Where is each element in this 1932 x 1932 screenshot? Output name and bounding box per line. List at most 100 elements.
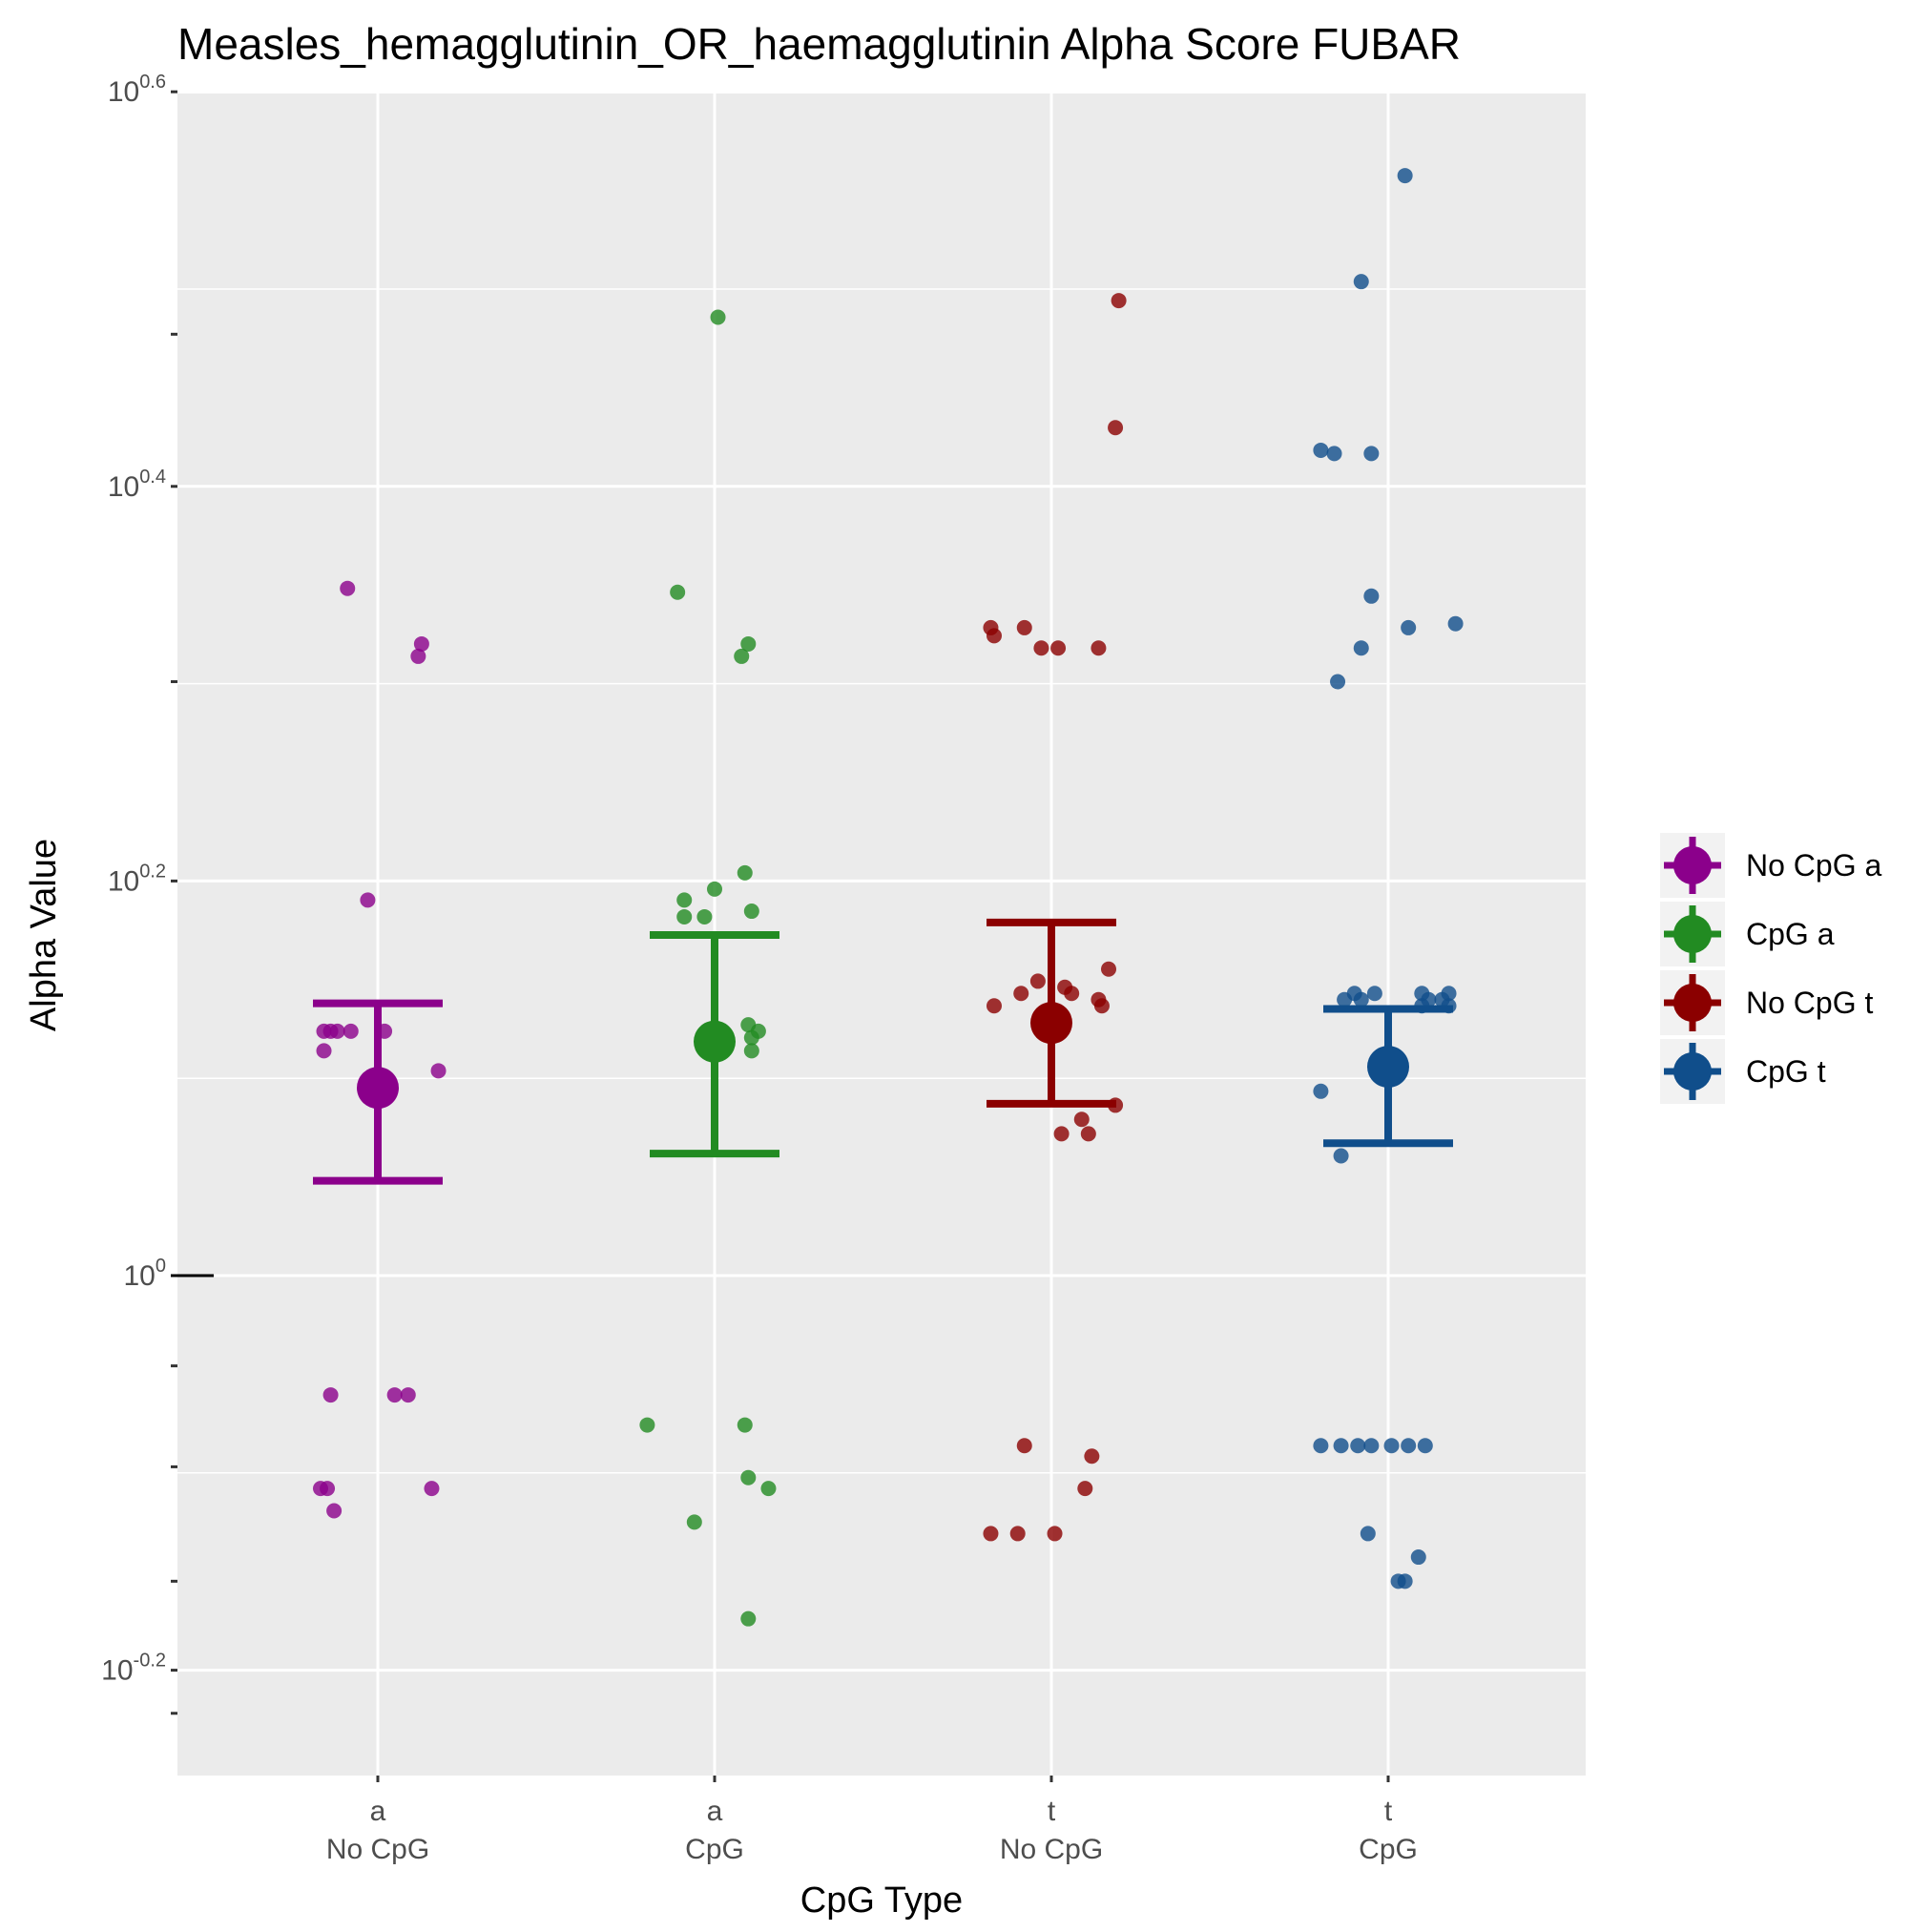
data-point bbox=[737, 1417, 753, 1433]
data-point bbox=[1383, 1438, 1400, 1454]
data-point bbox=[316, 1043, 332, 1059]
data-points bbox=[312, 168, 1464, 1627]
data-point bbox=[1073, 1111, 1090, 1128]
data-point bbox=[740, 1610, 757, 1627]
data-point bbox=[1447, 615, 1464, 632]
mean-point bbox=[1030, 1002, 1072, 1045]
data-point bbox=[740, 635, 757, 652]
data-point bbox=[1337, 991, 1353, 1008]
data-point bbox=[1363, 588, 1380, 604]
data-point bbox=[1313, 1083, 1329, 1099]
x-tick-label: CpG bbox=[1359, 1834, 1418, 1865]
data-point bbox=[1326, 446, 1342, 462]
data-point bbox=[740, 1469, 757, 1485]
data-point bbox=[986, 998, 1002, 1014]
data-point bbox=[1353, 274, 1369, 290]
data-point bbox=[1350, 1438, 1366, 1454]
legend-item: No CpG a bbox=[1660, 833, 1881, 898]
legend: No CpG a CpG a No CpG t CpG t bbox=[1660, 833, 1881, 1104]
data-point bbox=[1033, 640, 1049, 656]
data-point bbox=[1029, 973, 1046, 989]
data-point bbox=[734, 648, 750, 664]
legend-item: CpG a bbox=[1660, 902, 1835, 966]
data-point bbox=[1366, 986, 1382, 1002]
data-point bbox=[1397, 168, 1413, 184]
data-point bbox=[986, 628, 1002, 644]
data-point bbox=[1084, 1448, 1100, 1465]
data-point bbox=[1053, 1126, 1070, 1142]
data-point bbox=[737, 864, 753, 881]
mean-point bbox=[694, 1020, 736, 1063]
data-point bbox=[710, 309, 726, 325]
data-point bbox=[360, 892, 376, 908]
data-point bbox=[1410, 1549, 1426, 1566]
data-point bbox=[1077, 1481, 1093, 1497]
y-tick-label: 100.4 bbox=[108, 467, 166, 503]
data-point bbox=[1333, 1438, 1349, 1454]
data-point bbox=[1333, 1148, 1349, 1164]
y-tick-label: 100.2 bbox=[108, 861, 166, 897]
data-point bbox=[1050, 640, 1067, 656]
error-bar bbox=[1323, 1005, 1453, 1148]
x-tick-label: a bbox=[370, 1796, 386, 1827]
data-point bbox=[1353, 640, 1369, 656]
data-point bbox=[670, 584, 686, 600]
mean-point bbox=[357, 1067, 399, 1110]
data-point bbox=[1313, 1438, 1329, 1454]
data-point bbox=[1441, 986, 1457, 1002]
data-point bbox=[760, 1481, 777, 1497]
data-point bbox=[1016, 1438, 1032, 1454]
data-point bbox=[1363, 1438, 1380, 1454]
y-tick-label: 100.6 bbox=[108, 72, 166, 108]
data-point bbox=[1330, 674, 1346, 690]
data-point bbox=[1091, 640, 1107, 656]
data-point bbox=[1360, 1526, 1376, 1542]
y-axis: 100.6 100.4 100.2 100 10-0.2 bbox=[101, 72, 214, 1715]
error-bar bbox=[987, 918, 1116, 1108]
data-point bbox=[410, 648, 426, 664]
data-point bbox=[320, 1481, 336, 1497]
plot-panel bbox=[177, 93, 1586, 1776]
data-point bbox=[1111, 293, 1127, 309]
x-axis: a No CpG a CpG t No CpG t CpG bbox=[326, 1776, 1418, 1865]
x-tick-label: a bbox=[707, 1796, 723, 1827]
data-point bbox=[1009, 1526, 1026, 1542]
data-point bbox=[343, 1023, 359, 1039]
data-point bbox=[326, 1503, 343, 1519]
error-bar bbox=[313, 999, 443, 1185]
data-point bbox=[743, 1043, 759, 1059]
x-axis-title: CpG Type bbox=[800, 1880, 963, 1921]
legend-label: CpG t bbox=[1746, 1054, 1826, 1089]
data-point bbox=[1363, 446, 1380, 462]
x-tick-label: CpG bbox=[685, 1834, 744, 1865]
data-point bbox=[1108, 420, 1124, 436]
data-point bbox=[696, 908, 713, 924]
x-tick-label: t bbox=[1384, 1796, 1393, 1827]
data-point bbox=[707, 881, 722, 897]
legend-label: No CpG a bbox=[1746, 848, 1881, 883]
legend-item: No CpG t bbox=[1660, 970, 1873, 1035]
data-point bbox=[1016, 619, 1032, 635]
y-axis-title: Alpha Value bbox=[24, 839, 64, 1031]
data-point bbox=[983, 1526, 999, 1542]
data-point bbox=[676, 892, 693, 908]
data-point bbox=[400, 1387, 416, 1403]
data-point bbox=[386, 1387, 403, 1403]
x-tick-label: No CpG bbox=[326, 1834, 429, 1865]
data-point bbox=[340, 580, 356, 596]
data-point bbox=[1013, 986, 1029, 1002]
mean-point bbox=[1367, 1046, 1409, 1089]
x-tick-label: No CpG bbox=[1000, 1834, 1103, 1865]
data-point bbox=[1080, 1126, 1096, 1142]
data-point bbox=[1417, 1438, 1433, 1454]
legend-label: No CpG t bbox=[1746, 986, 1873, 1020]
data-point bbox=[1101, 961, 1117, 977]
data-point bbox=[1047, 1526, 1063, 1542]
data-point bbox=[1064, 986, 1080, 1002]
y-tick-label: 100 bbox=[124, 1256, 167, 1292]
grid-lines bbox=[177, 90, 1586, 1776]
data-point bbox=[686, 1514, 702, 1530]
y-tick-label: 10-0.2 bbox=[101, 1651, 166, 1687]
data-point bbox=[413, 635, 429, 652]
